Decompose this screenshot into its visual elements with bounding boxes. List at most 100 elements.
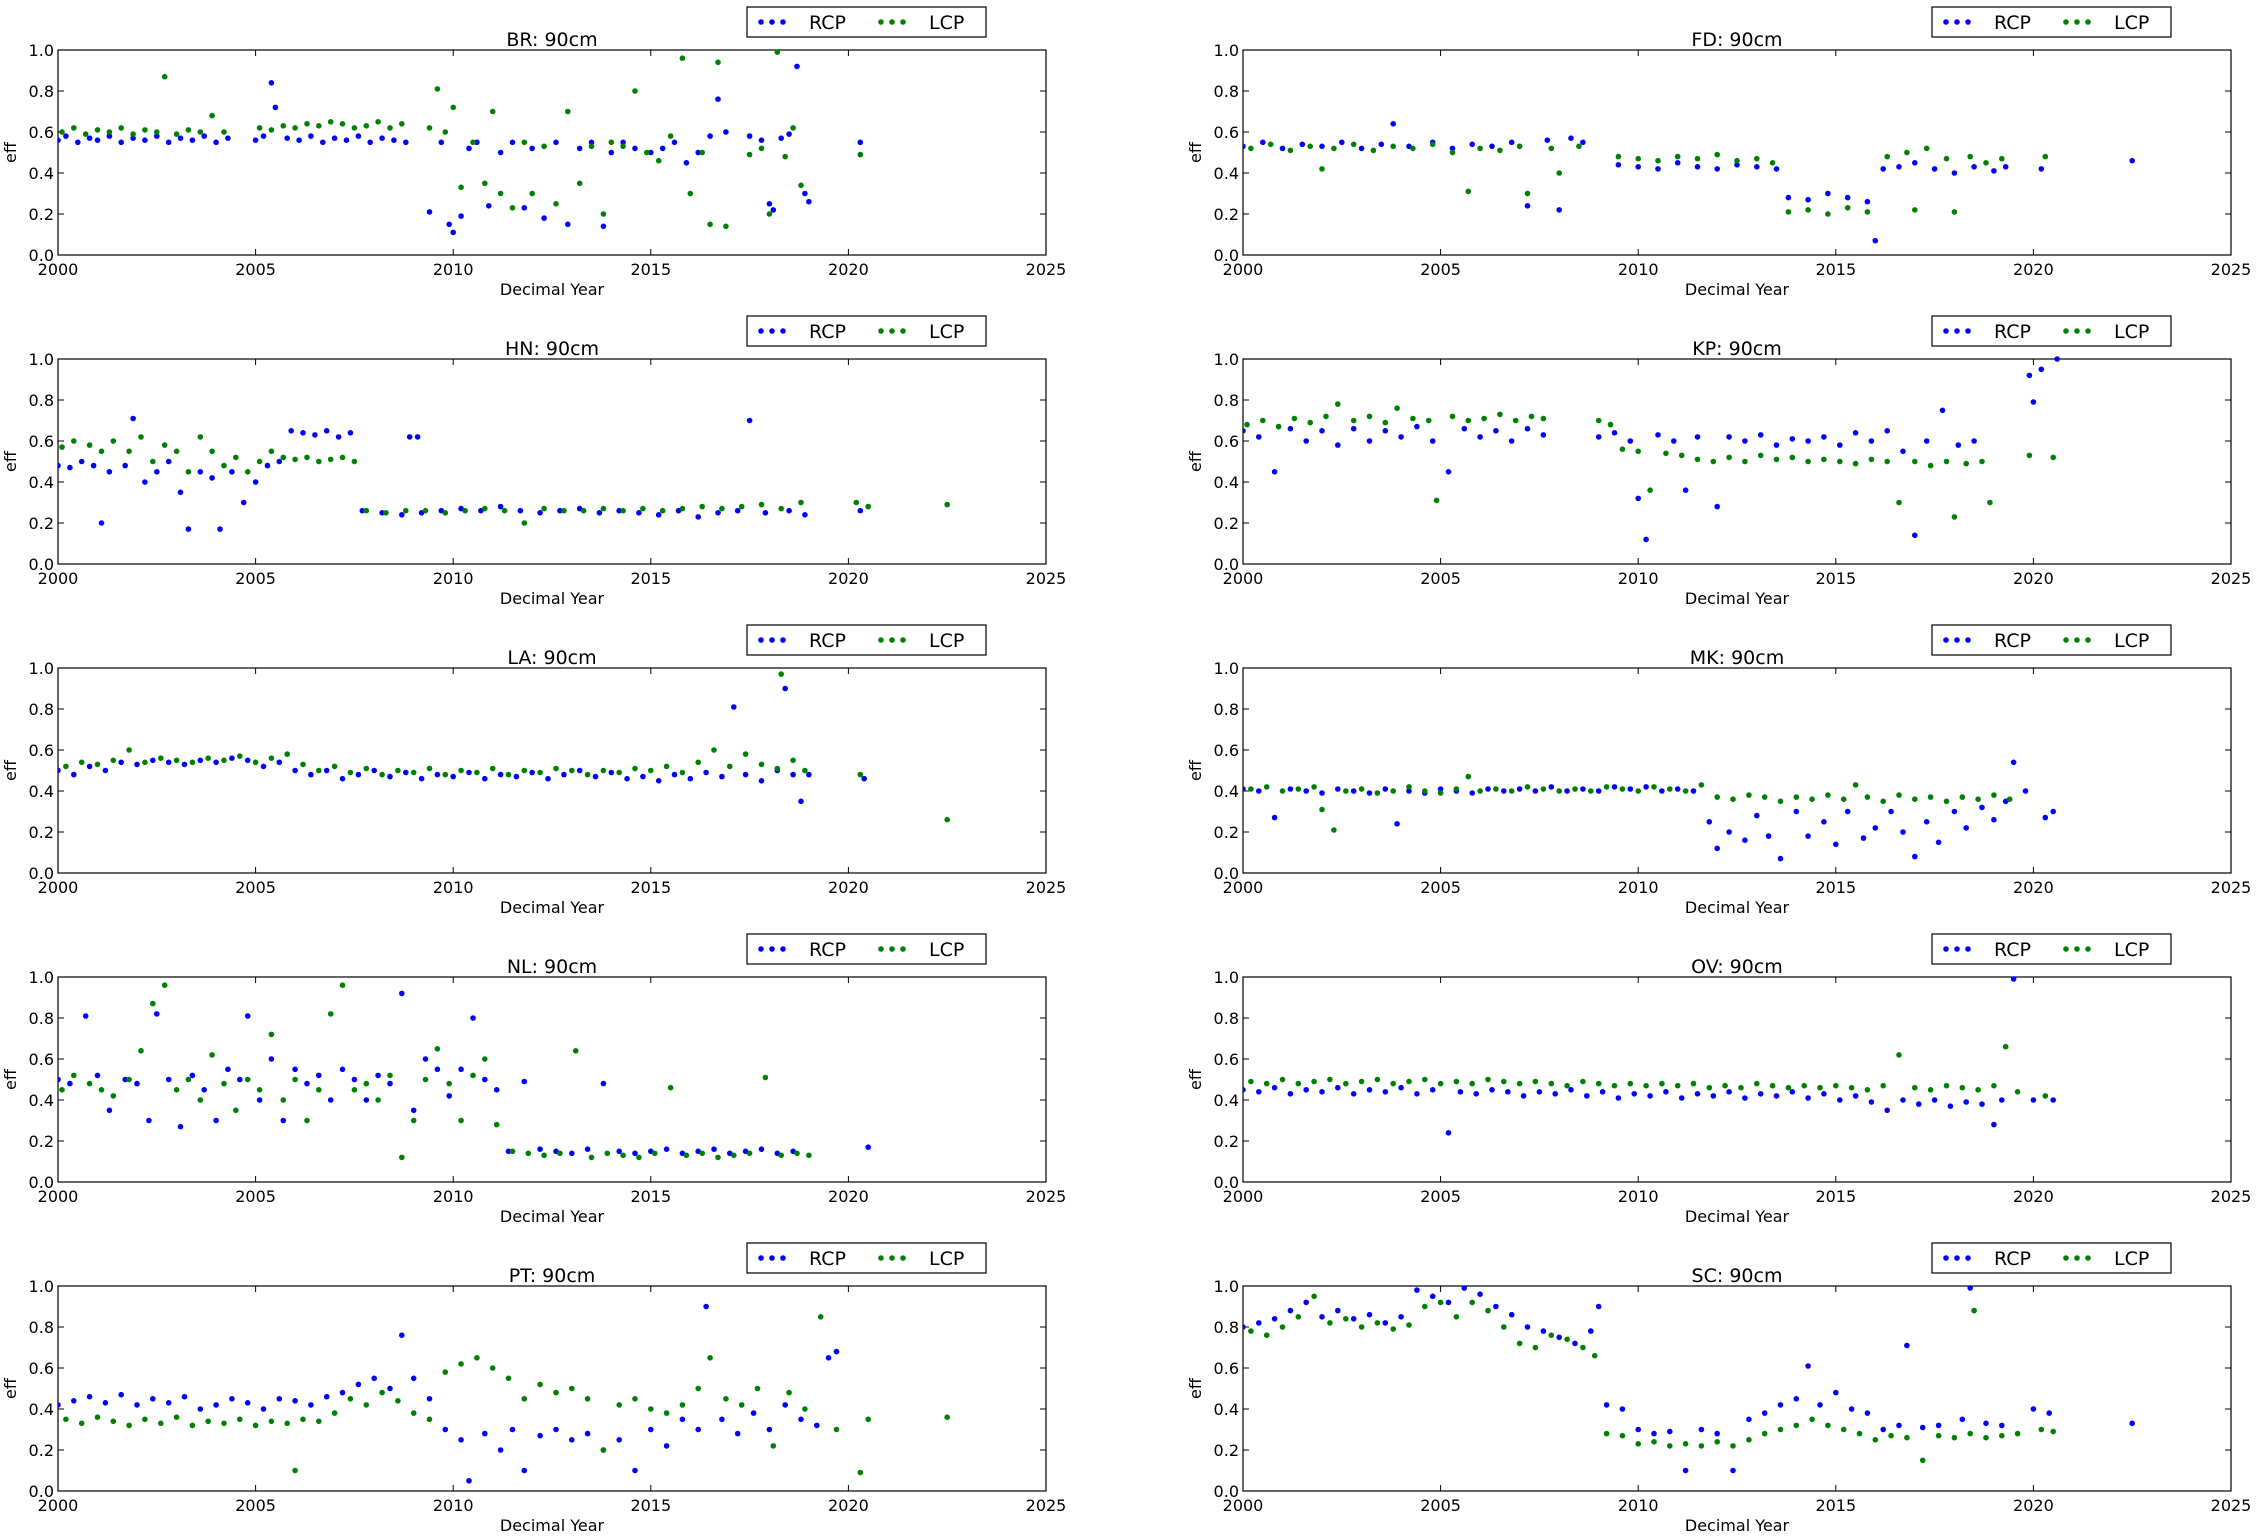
data-point-lcp — [1394, 405, 1400, 412]
data-point-lcp — [256, 125, 263, 131]
data-point-rcp — [537, 1146, 543, 1152]
data-point-lcp — [316, 1418, 322, 1425]
x-tick-label: 2015 — [630, 878, 671, 897]
data-point-rcp — [1694, 434, 1701, 440]
y-tick-label: 0.6 — [1214, 741, 1239, 760]
data-point-rcp — [695, 149, 701, 156]
data-point-lcp — [1287, 147, 1294, 154]
data-point-rcp — [276, 458, 283, 465]
data-point-rcp — [2038, 166, 2045, 172]
data-point-lcp — [1738, 1084, 1744, 1091]
data-point-lcp — [742, 751, 749, 757]
data-point-rcp — [1635, 164, 1641, 170]
data-point-lcp — [197, 129, 204, 135]
data-point-rcp — [1595, 434, 1602, 440]
data-point-lcp — [1319, 806, 1325, 813]
data-point-lcp — [1350, 417, 1357, 424]
data-point-lcp — [857, 771, 864, 778]
data-point-rcp — [312, 432, 318, 438]
data-point-lcp — [798, 182, 804, 189]
data-point-rcp — [1319, 143, 1325, 150]
x-tick-label: 2005 — [235, 569, 276, 588]
data-point-rcp — [1429, 1087, 1436, 1093]
data-point-lcp — [161, 73, 168, 80]
data-point-lcp — [59, 1087, 65, 1093]
data-point-rcp — [1971, 438, 1977, 444]
data-point-rcp — [1880, 1426, 1886, 1433]
data-point-lcp — [142, 1416, 148, 1423]
data-point-rcp — [584, 1146, 591, 1152]
data-point-rcp — [323, 1393, 330, 1400]
data-point-rcp — [130, 415, 136, 422]
data-point-lcp — [399, 1154, 405, 1161]
data-point-rcp — [296, 137, 302, 143]
data-point-rcp — [1287, 425, 1294, 432]
data-point-lcp — [1291, 415, 1298, 422]
data-point-rcp — [276, 1396, 283, 1402]
data-point-lcp — [1343, 1316, 1349, 1322]
data-point-lcp — [1848, 1084, 1855, 1091]
data-point-rcp — [268, 80, 275, 86]
data-point-rcp — [256, 1097, 263, 1103]
legend-box — [746, 933, 987, 965]
data-point-rcp — [1991, 1121, 1997, 1128]
data-point-lcp — [1263, 1080, 1270, 1087]
data-point-lcp — [1374, 1320, 1381, 1326]
data-point-lcp — [1422, 1076, 1428, 1083]
data-point-rcp — [122, 1076, 128, 1083]
data-point-rcp — [798, 798, 804, 805]
data-point-lcp — [509, 205, 516, 211]
data-point-lcp — [1884, 458, 1890, 465]
data-point-lcp — [616, 769, 622, 776]
data-point-rcp — [1437, 786, 1444, 792]
data-point-rcp — [177, 1123, 184, 1130]
x-tick-label: 2010 — [433, 260, 474, 279]
data-point-rcp — [165, 759, 172, 766]
x-tick-label: 2025 — [1026, 878, 1067, 897]
legend-marker — [2063, 19, 2069, 25]
legend-label: RCP — [1994, 321, 2031, 343]
data-point-rcp — [150, 757, 156, 764]
data-point-lcp — [426, 125, 433, 131]
legend-label: RCP — [809, 1248, 846, 1270]
data-point-rcp — [734, 507, 741, 514]
y-tick-label: 0.2 — [29, 514, 54, 533]
data-point-rcp — [1991, 816, 1997, 823]
data-point-rcp — [1793, 1396, 1800, 1402]
data-point-rcp — [2010, 976, 2017, 982]
x-tick-label: 2015 — [1815, 1187, 1856, 1206]
data-point-rcp — [1682, 487, 1689, 494]
data-point-rcp — [1335, 786, 1341, 792]
data-point-lcp — [189, 759, 196, 766]
data-point-rcp — [521, 1467, 528, 1474]
data-point-rcp — [802, 190, 808, 197]
data-point-rcp — [2054, 356, 2060, 362]
chart-panel-0: BR: 90cm 2000 2005 2010 2015 2020 2025 0.0 0.2 0.… — [1, 6, 1066, 299]
data-point-rcp — [1931, 166, 1938, 172]
data-point-rcp — [106, 469, 113, 475]
chart-panel-7: OV: 90cm 2000 2005 2010 2015 2020 2025 0.0 0.2 0.… — [1186, 933, 2251, 1226]
legend-marker — [2063, 1255, 2069, 1261]
data-point-rcp — [707, 133, 713, 139]
data-point-lcp — [1777, 798, 1784, 805]
data-point-lcp — [1746, 792, 1752, 798]
x-tick-label: 2025 — [1026, 1187, 1067, 1206]
data-point-lcp — [489, 108, 496, 115]
data-point-lcp — [1350, 141, 1357, 148]
data-point-rcp — [339, 1389, 346, 1396]
data-point-rcp — [399, 1332, 405, 1338]
data-point-rcp — [1833, 1389, 1839, 1396]
data-point-lcp — [553, 765, 559, 772]
data-point-lcp — [268, 1418, 275, 1425]
data-point-lcp — [1757, 452, 1764, 459]
data-point-rcp — [201, 133, 207, 139]
data-point-lcp — [1465, 773, 1472, 780]
data-point-rcp — [1599, 1089, 1606, 1095]
data-point-rcp — [1256, 1320, 1262, 1326]
data-point-lcp — [1548, 1332, 1555, 1338]
data-point-rcp — [1556, 207, 1562, 213]
data-point-rcp — [1631, 1091, 1637, 1097]
data-point-lcp — [327, 456, 334, 463]
data-point-lcp — [1343, 788, 1349, 794]
